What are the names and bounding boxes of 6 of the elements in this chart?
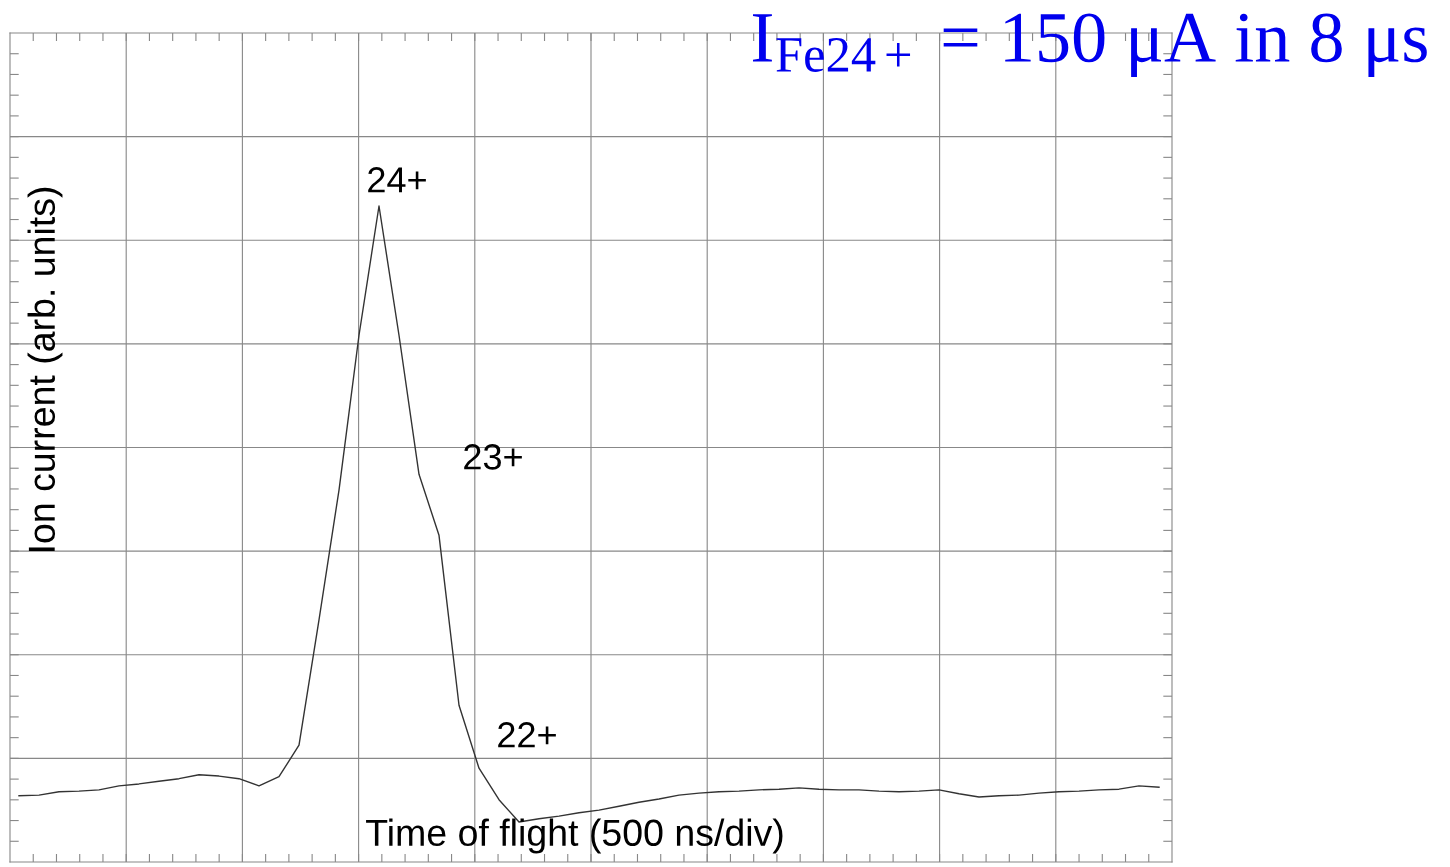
x-axis-title: Time of flight (500 ns/div) [366,818,783,854]
annotation: 22+ [498,722,556,748]
y-axis-title: Ion current (arb. units) [27,187,63,551]
annotation: 23+ [464,444,522,470]
text: 24+ [368,167,426,193]
chart-title: I$_{Fe24+}$ = 150 μA in 8 μs [753,13,1427,77]
